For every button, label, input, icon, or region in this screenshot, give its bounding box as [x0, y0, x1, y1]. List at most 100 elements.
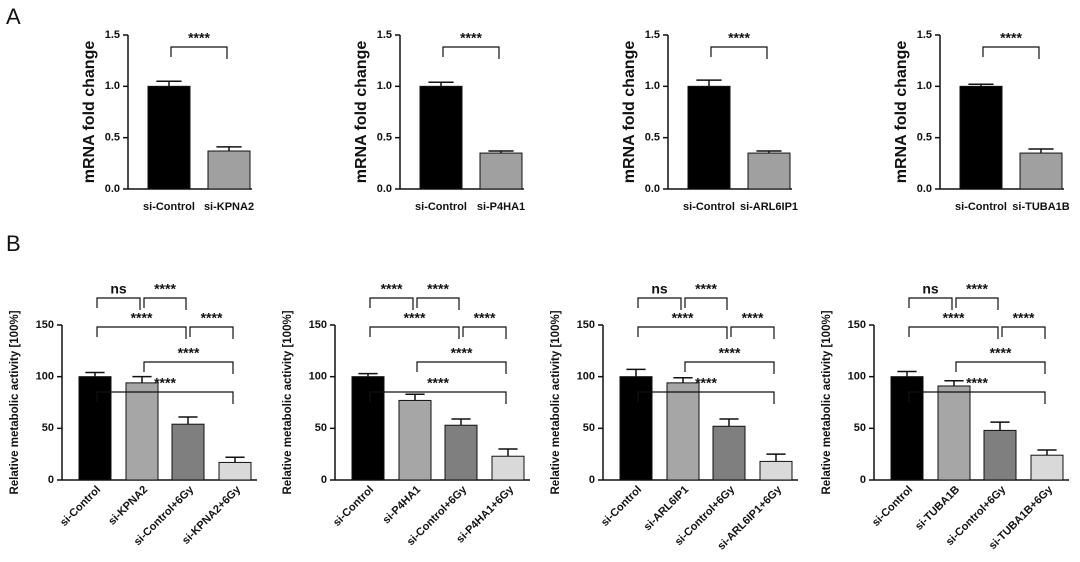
y-tick-label: 0.0 [105, 183, 120, 195]
x-tick-label: si-P4HA1 [477, 201, 525, 213]
y-tick-label: 1.5 [105, 29, 120, 41]
y-tick-label: 100 [848, 371, 866, 383]
panel-label: A [6, 4, 21, 29]
x-tick-label: si-ARL6IP1 [642, 484, 692, 534]
bar [759, 460, 793, 481]
y-tick-label: 150 [577, 319, 595, 331]
significance-label: **** [966, 375, 988, 391]
x-tick-label: si-KPNA2 [106, 484, 150, 528]
y-tick-label: 1.0 [917, 80, 932, 92]
significance-label: **** [672, 310, 694, 326]
significance-label: **** [404, 310, 426, 326]
significance-bracket [908, 326, 999, 339]
bar [747, 152, 791, 190]
y-tick-label: 1.5 [917, 29, 932, 41]
y-tick-label: 100 [577, 371, 595, 383]
y-tick-label: 50 [583, 422, 595, 434]
significance-bracket [442, 46, 500, 59]
x-tick-label: si-P4HA1 [381, 484, 424, 527]
significance-label: **** [188, 30, 210, 46]
y-axis-title: mRNA fold change [81, 41, 98, 184]
significance-bracket [143, 361, 234, 374]
bar [125, 382, 159, 481]
significance-bracket [908, 297, 953, 310]
significance-bracket [684, 361, 775, 374]
y-tick-label: 0.5 [645, 132, 660, 144]
y-tick-label: 0.5 [377, 132, 392, 144]
y-tick-label: 0.5 [917, 132, 932, 144]
y-tick-label: 0.5 [105, 132, 120, 144]
bar [1019, 152, 1063, 190]
y-axis-title: Relative metabolic activity [100%] [9, 310, 21, 494]
significance-bracket [96, 391, 234, 404]
bar [218, 461, 252, 481]
bar [479, 152, 523, 190]
y-tick-label: 150 [848, 319, 866, 331]
y-tick-label: 150 [36, 319, 54, 331]
x-tick-label: si-TUBA1B [1012, 201, 1070, 213]
significance-bracket [416, 361, 507, 374]
significance-bracket [189, 326, 234, 339]
significance-bracket [637, 326, 728, 339]
y-tick-label: 100 [309, 371, 327, 383]
x-tick-label: si-Control [870, 484, 915, 529]
y-tick-label: 0 [860, 474, 866, 486]
y-axis-title: mRNA fold change [893, 41, 910, 184]
y-tick-label: 0 [589, 474, 595, 486]
y-tick-label: 0.0 [377, 183, 392, 195]
significance-bracket [908, 391, 1046, 404]
panel-label: B [6, 231, 21, 256]
y-axis-title: Relative metabolic activity [100%] [282, 310, 294, 494]
x-tick-label: si-Control [58, 484, 103, 529]
significance-bracket [955, 297, 999, 310]
y-tick-label: 1.5 [645, 29, 660, 41]
y-tick-label: 1.0 [645, 80, 660, 92]
significance-bracket [369, 326, 460, 339]
y-tick-label: 50 [42, 422, 54, 434]
significance-label: ns [922, 281, 939, 297]
significance-label: **** [451, 345, 473, 361]
significance-label: **** [695, 281, 717, 297]
x-tick-label: si-Control [955, 201, 1007, 213]
bar [398, 399, 432, 481]
y-tick-label: 150 [309, 319, 327, 331]
y-tick-label: 50 [315, 422, 327, 434]
significance-bracket [369, 391, 507, 404]
x-tick-label: si-Control [415, 201, 467, 213]
bar [444, 424, 478, 481]
significance-bracket [955, 361, 1046, 374]
bar [619, 376, 653, 481]
y-axis-title: Relative metabolic activity [100%] [550, 310, 562, 494]
y-axis-title: Relative metabolic activity [100%] [821, 310, 833, 494]
significance-bracket [170, 46, 228, 59]
bar [207, 150, 251, 190]
significance-label: **** [719, 345, 741, 361]
y-tick-label: 100 [36, 371, 54, 383]
y-tick-label: 0.0 [645, 183, 660, 195]
bar [937, 385, 971, 481]
significance-label: **** [154, 375, 176, 391]
significance-label: **** [1000, 30, 1022, 46]
y-tick-label: 0 [48, 474, 54, 486]
significance-bracket [1001, 326, 1046, 339]
bar [78, 376, 112, 481]
x-tick-label: si-KPNA2 [204, 201, 254, 213]
significance-label: **** [742, 310, 764, 326]
significance-label: **** [427, 281, 449, 297]
y-axis-title: mRNA fold change [353, 41, 370, 184]
significance-bracket [637, 297, 682, 310]
bar [687, 85, 731, 190]
significance-label: **** [460, 30, 482, 46]
y-tick-label: 1.0 [377, 80, 392, 92]
significance-label: **** [966, 281, 988, 297]
y-axis-title: mRNA fold change [621, 41, 638, 184]
significance-label: **** [427, 375, 449, 391]
significance-bracket [143, 297, 187, 310]
y-tick-label: 1.0 [105, 80, 120, 92]
significance-bracket [369, 297, 414, 310]
significance-label: **** [154, 281, 176, 297]
significance-bracket [730, 326, 775, 339]
significance-label: ns [110, 281, 127, 297]
y-tick-label: 0 [321, 474, 327, 486]
